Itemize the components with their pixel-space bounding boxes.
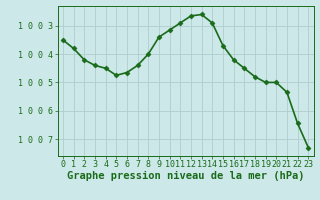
X-axis label: Graphe pression niveau de la mer (hPa): Graphe pression niveau de la mer (hPa) xyxy=(67,171,304,181)
